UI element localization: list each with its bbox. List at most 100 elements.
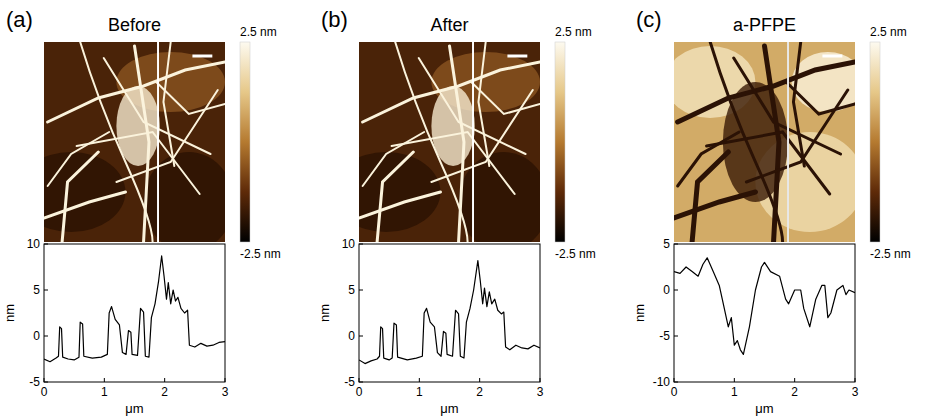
fibril xyxy=(116,90,217,182)
panel-label: (a) xyxy=(6,7,33,32)
profile-curve xyxy=(674,258,855,355)
y-tick xyxy=(359,336,363,337)
panel: (c)a-PFPE2.5 nm-2.5 nm0123-10-505μmnm xyxy=(632,7,911,416)
plot-frame xyxy=(674,244,855,382)
y-tick-label: 10 xyxy=(27,237,41,251)
panel: (b)After2.5 nm-2.5 nm0123-50510μmnm xyxy=(317,7,596,416)
colorbar xyxy=(240,42,250,242)
image-patch xyxy=(459,152,540,242)
y-axis-title: nm xyxy=(317,304,332,322)
afm-image xyxy=(674,42,855,242)
image-content xyxy=(44,42,225,242)
data-group xyxy=(44,256,225,362)
panel-title: After xyxy=(430,15,468,35)
plot-frame xyxy=(44,244,225,382)
x-tick-label: 2 xyxy=(791,385,798,399)
fibril xyxy=(431,90,532,182)
x-tick-label: 0 xyxy=(41,385,48,399)
colorbar-label: -2.5 nm xyxy=(555,247,596,261)
scale-bar xyxy=(822,55,842,58)
plot-background xyxy=(44,244,225,382)
x-tick xyxy=(225,378,226,382)
data-group xyxy=(674,258,855,355)
x-tick-label: 1 xyxy=(101,385,108,399)
x-tick xyxy=(540,378,541,382)
fibril xyxy=(156,82,225,114)
image-content xyxy=(674,42,855,242)
x-tick xyxy=(44,378,45,382)
x-tick-label: 3 xyxy=(222,385,229,399)
profile-curve xyxy=(359,261,540,364)
x-tick xyxy=(164,378,165,382)
image-patch xyxy=(792,52,855,112)
panel-label: (b) xyxy=(321,7,348,32)
fibril xyxy=(62,152,98,242)
profile-line xyxy=(157,42,159,242)
y-tick-label: -5 xyxy=(659,329,670,343)
y-tick-label: 5 xyxy=(33,283,40,297)
x-tick xyxy=(855,378,856,382)
y-tick-label: 0 xyxy=(348,329,355,343)
panel-title: Before xyxy=(108,15,161,35)
panel-label: (c) xyxy=(636,7,662,32)
x-tick xyxy=(734,378,735,382)
y-tick xyxy=(359,382,363,383)
y-tick xyxy=(44,382,48,383)
y-axis-title: nm xyxy=(2,304,17,322)
x-tick xyxy=(479,378,480,382)
fibril xyxy=(163,42,174,166)
profile-line xyxy=(787,42,789,242)
fibril xyxy=(746,90,847,182)
plot-background xyxy=(674,244,855,382)
x-axis-title: μm xyxy=(125,401,143,416)
y-tick-label: 0 xyxy=(663,283,670,297)
image-patch xyxy=(144,152,225,242)
fibril xyxy=(478,42,489,166)
x-tick xyxy=(359,378,360,382)
plot-background xyxy=(359,244,540,382)
fibril xyxy=(793,42,804,166)
x-tick-label: 3 xyxy=(537,385,544,399)
figure: (a)Before2.5 nm-2.5 nm0123-50510μmnm(b)A… xyxy=(0,0,940,419)
y-tick xyxy=(674,290,678,291)
fibril xyxy=(471,82,540,114)
y-tick-label: -10 xyxy=(653,375,671,389)
fibril xyxy=(363,132,425,186)
fibril xyxy=(359,192,440,218)
y-tick-label: -5 xyxy=(344,375,355,389)
y-tick-label: -5 xyxy=(29,375,40,389)
x-tick-label: 0 xyxy=(671,385,678,399)
scale-bar xyxy=(192,55,212,58)
x-tick-label: 3 xyxy=(852,385,859,399)
x-axis-title: μm xyxy=(440,401,458,416)
x-tick-label: 0 xyxy=(356,385,363,399)
panel-title: a-PFPE xyxy=(733,15,796,35)
plot-frame xyxy=(359,244,540,382)
fibril xyxy=(377,152,413,242)
y-tick xyxy=(44,244,48,245)
profile-line xyxy=(472,42,474,242)
y-tick-label: 0 xyxy=(33,329,40,343)
colorbar-label: -2.5 nm xyxy=(870,247,911,261)
y-tick-label: 5 xyxy=(663,237,670,251)
x-tick-label: 1 xyxy=(416,385,423,399)
y-axis-title: nm xyxy=(632,304,647,322)
colorbar-label: -2.5 nm xyxy=(240,247,281,261)
afm-image xyxy=(44,42,225,242)
x-axis-title: μm xyxy=(755,401,773,416)
fibril xyxy=(135,46,149,242)
y-tick-label: 5 xyxy=(348,283,355,297)
colorbar xyxy=(555,42,565,242)
y-tick xyxy=(44,336,48,337)
x-tick-label: 2 xyxy=(476,385,483,399)
x-tick xyxy=(794,378,795,382)
y-tick xyxy=(674,244,678,245)
fibril xyxy=(450,46,464,242)
fibril xyxy=(363,62,540,122)
y-tick-label: 10 xyxy=(342,237,356,251)
x-tick-label: 1 xyxy=(731,385,738,399)
x-tick xyxy=(104,378,105,382)
y-tick xyxy=(359,290,363,291)
fibril xyxy=(48,132,110,186)
x-tick xyxy=(674,378,675,382)
